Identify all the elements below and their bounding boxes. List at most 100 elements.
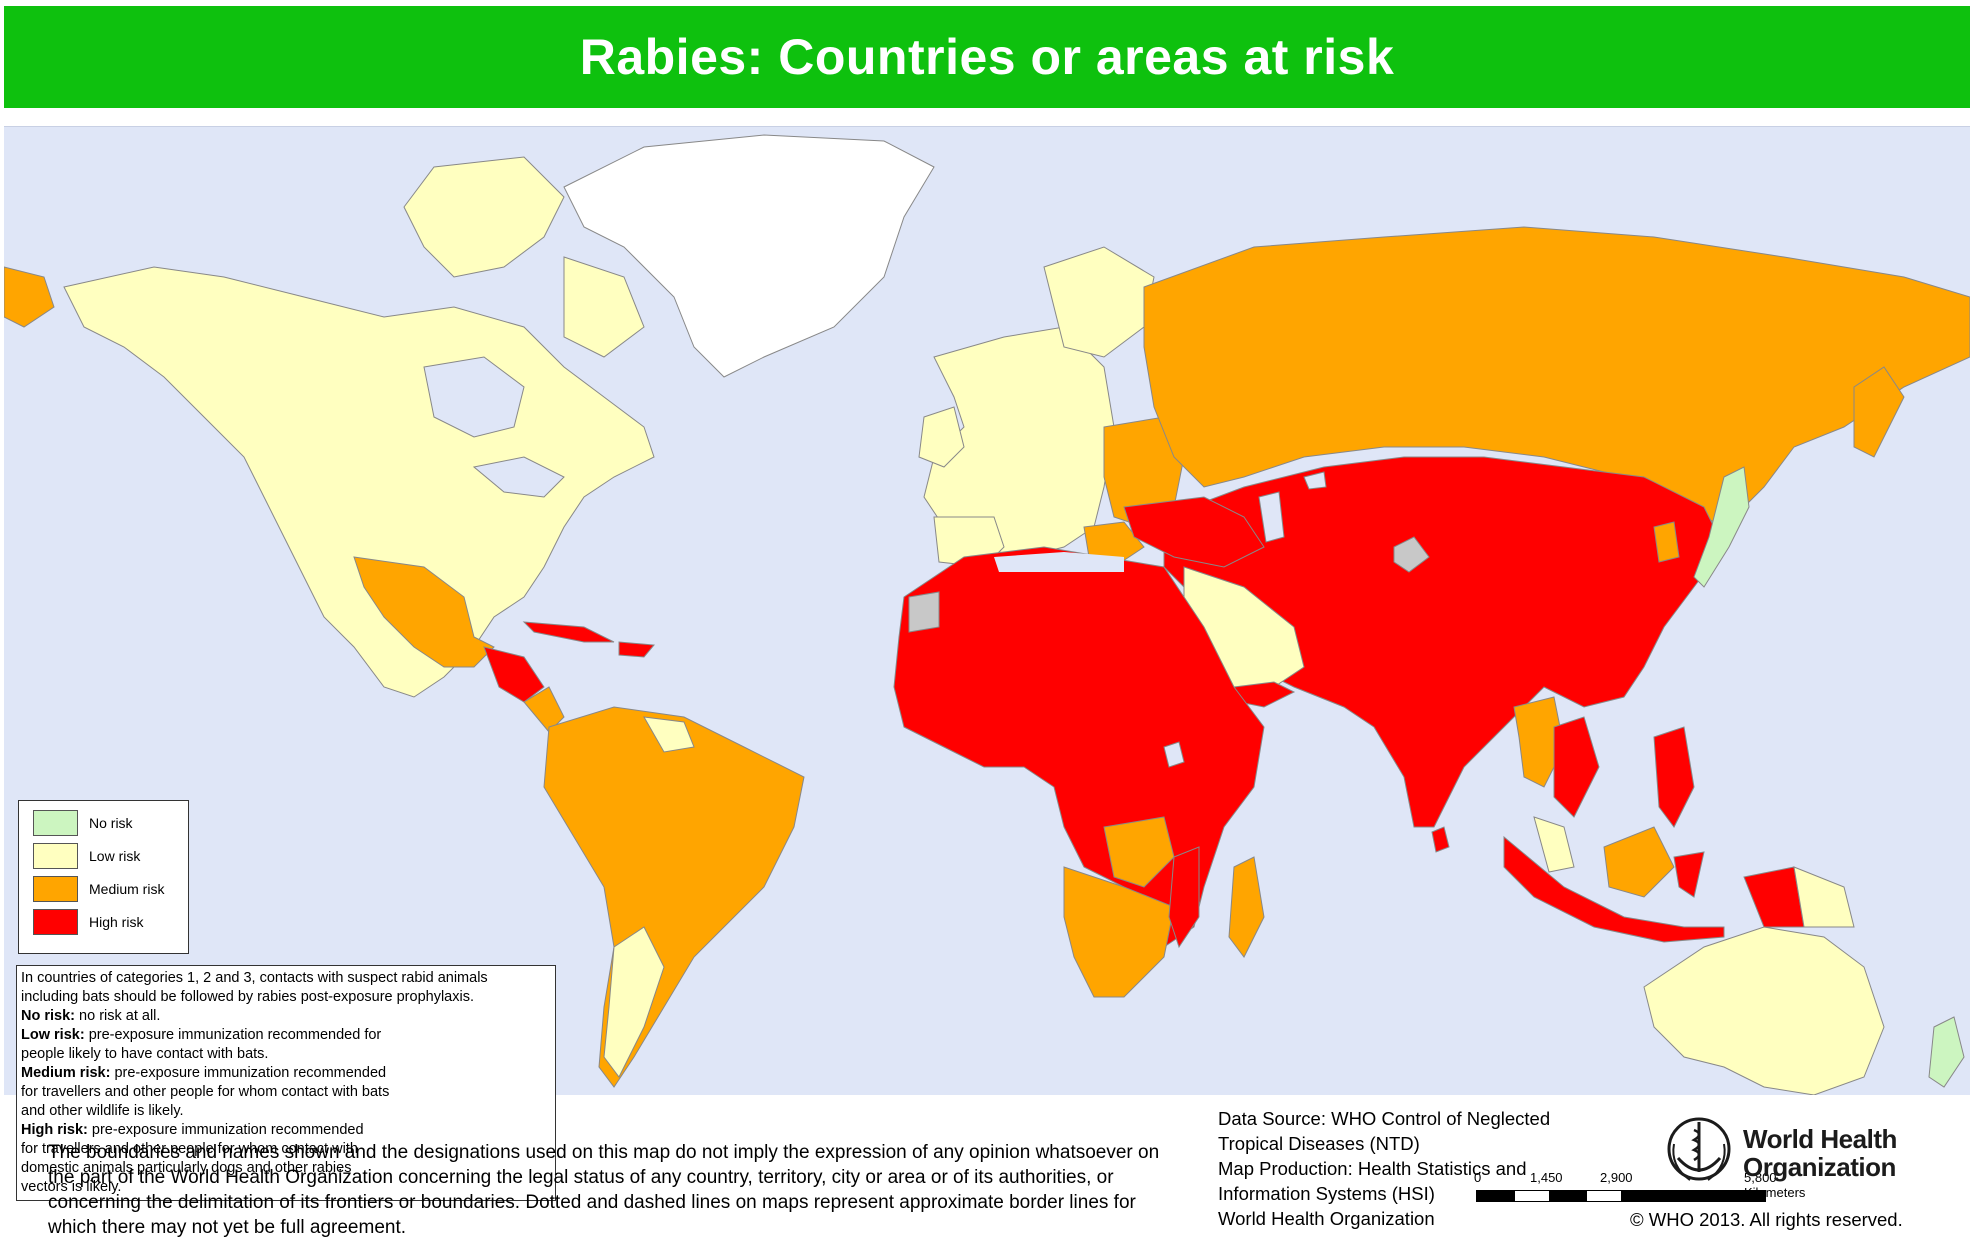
map-legend: No risk Low risk Medium risk High risk — [18, 800, 189, 954]
risk-notes: In countries of categories 1, 2 and 3, c… — [16, 965, 556, 1201]
central-america-medium — [523, 686, 565, 733]
title-bar: Rabies: Countries or areas at risk — [4, 6, 1970, 108]
scale-segment — [1549, 1191, 1587, 1201]
source-line-5: World Health Organization — [1218, 1208, 1435, 1229]
legend-swatch-low-risk — [33, 843, 78, 869]
philippines — [1653, 726, 1695, 828]
notes-high-risk-4: vectors is likely. — [21, 1179, 122, 1195]
greenland — [563, 134, 935, 378]
lake-victoria — [1163, 741, 1185, 768]
notes-high-risk: High risk: pre-exposure immunization rec… — [21, 1121, 551, 1140]
japan-no-risk — [1693, 466, 1750, 588]
notes-high-risk-2: for travellers and other people for whom… — [21, 1141, 358, 1157]
hispaniola — [618, 641, 655, 658]
kamchatka — [1853, 366, 1905, 458]
notes-intro-1: In countries of categories 1, 2 and 3, c… — [21, 970, 488, 986]
medium-risk-label: Medium risk: — [21, 1065, 111, 1081]
source-line-1: Data Source: WHO Control of Neglected — [1218, 1108, 1551, 1129]
hudson-bay — [423, 356, 525, 438]
legend-swatch-medium-risk — [33, 876, 78, 902]
chukotka-west — [4, 266, 55, 328]
legend-label-high-risk: High risk — [89, 914, 144, 930]
korea-medium — [1653, 521, 1680, 563]
malaysia-low — [1533, 816, 1575, 873]
scale-segment — [1515, 1191, 1549, 1201]
notes-no-risk: No risk: no risk at all. — [21, 1007, 551, 1026]
high-risk-label: High risk: — [21, 1122, 88, 1138]
who-emblem-icon — [1667, 1117, 1731, 1181]
madagascar — [1228, 856, 1265, 958]
notes-medium-risk: Medium risk: pre-exposure immunization r… — [21, 1064, 551, 1083]
legend-item-high-risk: High risk — [33, 909, 143, 935]
notes-medium-risk-2: for travellers and other people for whom… — [21, 1084, 390, 1100]
no-risk-label: No risk: — [21, 1008, 75, 1024]
uk-ireland — [918, 406, 965, 468]
western-sahara-no-data — [908, 591, 940, 633]
kashmir-no-data — [1393, 536, 1430, 573]
data-source: Data Source: WHO Control of Neglected Tr… — [1218, 1106, 1558, 1231]
legend-swatch-no-risk — [33, 810, 78, 836]
borneo-medium — [1603, 826, 1675, 898]
great-lakes — [472, 456, 565, 498]
who-name-line-2: Organization — [1743, 1152, 1896, 1182]
who-logo: World Health Organization — [1660, 1110, 1910, 1190]
caspian-sea — [1258, 491, 1285, 543]
chile-argentina-low — [603, 926, 665, 1078]
zambia-zimbabwe-medium — [1103, 816, 1175, 888]
turkey-iran — [1123, 496, 1265, 568]
mozambique — [1168, 846, 1200, 949]
medium-risk-text-1: pre-exposure immunization recommended — [114, 1065, 387, 1081]
scandinavia — [1043, 246, 1155, 358]
scale-segment — [1587, 1191, 1621, 1201]
map-area: No risk Low risk Medium risk High risk I… — [4, 126, 1970, 1202]
copyright: © WHO 2013. All rights reserved. — [1630, 1209, 1903, 1230]
low-risk-label: Low risk: — [21, 1027, 85, 1043]
source-line-2: Tropical Diseases (NTD) — [1218, 1133, 1420, 1154]
kazakhstan-lake — [1303, 471, 1327, 490]
notes-intro-2: including bats should be followed by rab… — [21, 989, 474, 1005]
world-map — [4, 134, 1970, 1095]
legend-swatch-high-risk — [33, 909, 78, 935]
legend-label-no-risk: No risk — [89, 815, 133, 831]
no-risk-text: no risk at all. — [79, 1008, 161, 1024]
legend-label-low-risk: Low risk — [89, 848, 141, 864]
cambodia-vietnam — [1553, 716, 1600, 818]
sri-lanka — [1431, 826, 1450, 853]
southern-africa-medium — [1063, 866, 1175, 998]
legend-item-medium-risk: Medium risk — [33, 876, 164, 902]
south-america — [543, 706, 805, 1088]
canada-arctic-islands — [403, 156, 565, 278]
notes-high-risk-3: domestic animals particularly dogs and o… — [21, 1160, 352, 1176]
mexico — [353, 556, 495, 668]
sulawesi — [1673, 851, 1705, 898]
scale-bar: 0 1,450 2,900 5,800 Kilometers — [1474, 1170, 1805, 1206]
scale-segment — [1621, 1191, 1765, 1201]
map-title: Rabies: Countries or areas at risk — [579, 29, 1395, 85]
notes-low-risk-2: people likely to have contact with bats. — [21, 1046, 269, 1062]
indonesia — [1503, 835, 1725, 943]
scale-segment — [1477, 1191, 1515, 1201]
scale-label-2900: 2,900 — [1600, 1170, 1633, 1185]
new-zealand — [1928, 1016, 1965, 1088]
who-name: World Health Organization — [1743, 1125, 1897, 1181]
legend-item-no-risk: No risk — [33, 810, 133, 836]
scale-label-0: 0 — [1474, 1170, 1482, 1185]
disclaimer-text: The boundaries and names shown and the d… — [48, 1142, 1160, 1238]
source-line-4: Information Systems (HSI) — [1218, 1183, 1435, 1204]
notes-low-risk: Low risk: pre-exposure immunization reco… — [21, 1026, 551, 1045]
who-name-line-1: World Health — [1743, 1124, 1897, 1154]
legend-label-medium-risk: Medium risk — [89, 881, 165, 897]
cuba — [522, 621, 615, 643]
australia — [1643, 926, 1885, 1095]
guianas-low — [643, 716, 695, 753]
thailand-laos-medium — [1513, 696, 1565, 788]
scale-label-1450: 1,450 — [1530, 1170, 1563, 1185]
central-america-high — [483, 646, 545, 703]
low-risk-text-1: pre-exposure immunization recommended fo… — [88, 1027, 382, 1043]
scale-bar-graphic — [1476, 1190, 1766, 1202]
new-guinea-east — [1793, 866, 1855, 928]
mediterranean — [994, 552, 1124, 572]
baffin-island — [563, 256, 645, 358]
high-risk-text-1: pre-exposure immunization recommended — [91, 1122, 364, 1138]
source-line-3: Map Production: Health Statistics and — [1218, 1158, 1527, 1179]
